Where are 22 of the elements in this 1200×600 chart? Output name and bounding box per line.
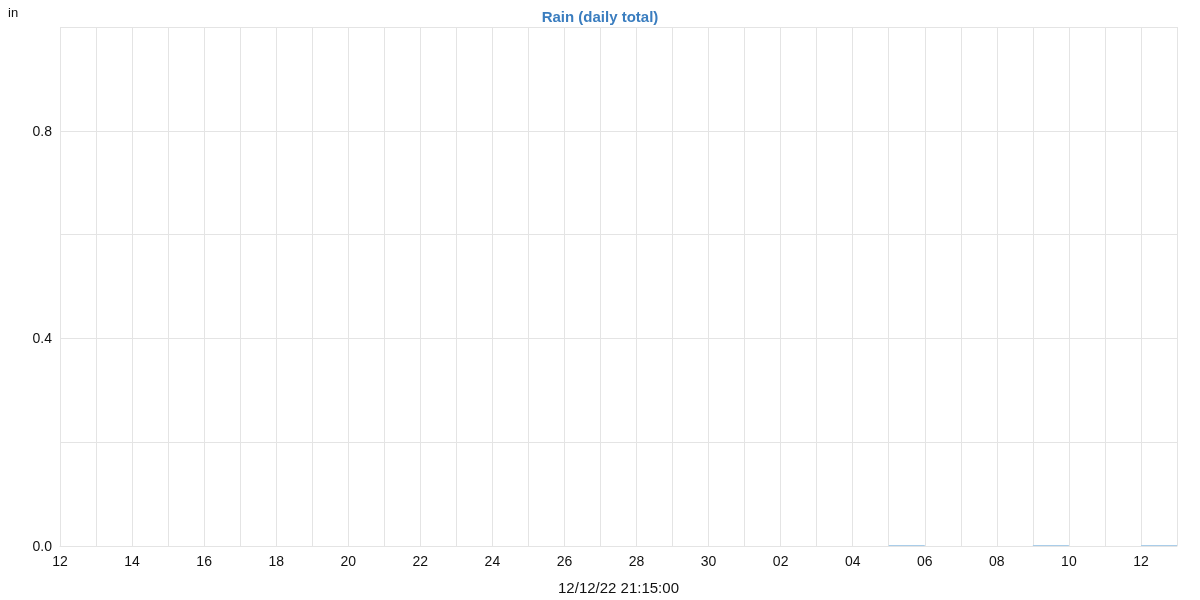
x-tick-label: 10 [1061,553,1077,569]
chart-title: Rain (daily total) [541,8,659,25]
y-tick-label: 0.4 [32,330,53,347]
x-tick-label: 02 [772,553,789,569]
x-tick-label: 16 [196,553,213,569]
x-tick-label: 26 [556,553,573,569]
x-tick-label: 06 [916,553,933,569]
x-tick-label: 18 [268,553,285,569]
x-axis-title: 12/12/22 21:15:00 [558,579,679,596]
y-tick-label: 0.8 [32,122,53,139]
x-tick-label: 12 [52,553,68,569]
x-tick-label: 30 [700,553,717,569]
x-tick-label: 14 [124,553,141,569]
x-tick-label: 20 [340,553,357,569]
x-tick-label: 12 [1133,553,1149,569]
y-tick-label: 0.0 [32,538,53,554]
x-tick-label: 04 [844,553,861,569]
x-tick-label: 08 [989,553,1005,569]
x-tick-label: 22 [412,553,429,569]
y-axis-title: in [8,5,19,20]
x-tick-label: 24 [484,553,501,569]
x-tick-label: 28 [628,553,645,569]
